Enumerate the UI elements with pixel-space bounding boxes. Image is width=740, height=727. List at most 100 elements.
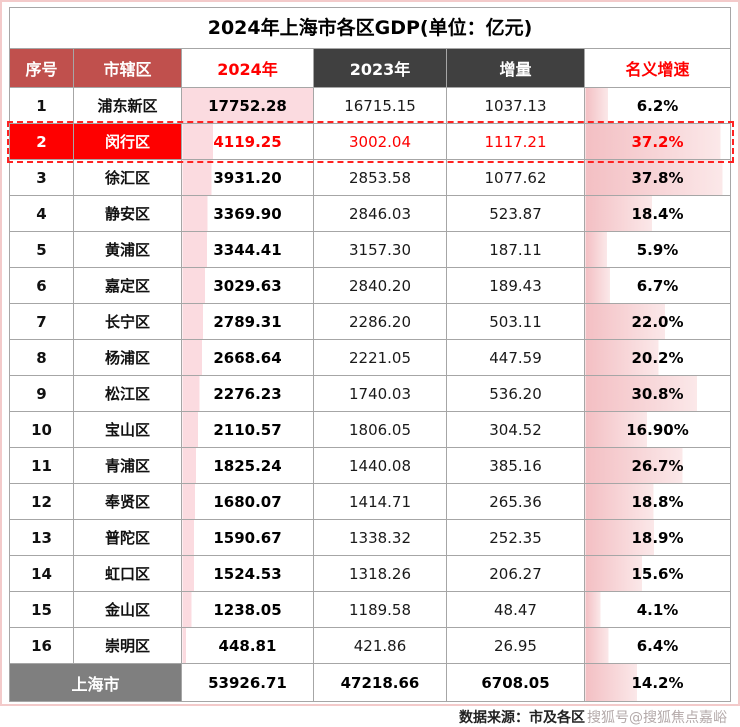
rank-cell: 1 (9, 87, 74, 124)
growth-cell: 20.2% (584, 339, 731, 376)
rank-cell: 8 (9, 339, 74, 376)
gdp-2023-cell: 1806.05 (313, 411, 447, 448)
gdp-2024-cell: 1680.07 (181, 483, 314, 520)
rank-cell: 7 (9, 303, 74, 340)
table-row: 5 黄浦区 3344.41 3157.30 187.11 5.9% (9, 231, 731, 268)
district-cell: 嘉定区 (73, 267, 182, 304)
district-cell: 崇明区 (73, 627, 182, 664)
delta-cell: 385.16 (446, 447, 585, 484)
page-title: 2024年上海市各区GDP(单位：亿元) (9, 7, 731, 49)
delta-cell: 447.59 (446, 339, 585, 376)
source-line: 数据来源：市及各区 搜狐号@搜狐焦点嘉峪 (9, 707, 731, 727)
growth-cell: 18.4% (584, 195, 731, 232)
delta-cell: 187.11 (446, 231, 585, 268)
gdp-2024-cell: 3369.90 (181, 195, 314, 232)
gdp-2023-cell: 1440.08 (313, 447, 447, 484)
rank-cell: 5 (9, 231, 74, 268)
rank-cell: 15 (9, 591, 74, 628)
district-cell: 静安区 (73, 195, 182, 232)
table-row: 13 普陀区 1590.67 1338.32 252.35 18.9% (9, 519, 731, 556)
gdp-2023-cell: 1189.58 (313, 591, 447, 628)
rank-cell: 4 (9, 195, 74, 232)
col-header-rank: 序号 (9, 48, 74, 88)
delta-cell: 48.47 (446, 591, 585, 628)
delta-cell: 1077.62 (446, 159, 585, 196)
gdp-2024-cell: 1590.67 (181, 519, 314, 556)
footer-growth: 14.2% (584, 663, 731, 702)
gdp-2023-cell: 2840.20 (313, 267, 447, 304)
gdp-2024-cell: 2110.57 (181, 411, 314, 448)
source-label: 数据来源：市及各区 (459, 710, 585, 726)
gdp-table: 序号 市辖区 2024年 2023年 增量 名义增速 1 浦东新区 17752.28… (6, 48, 734, 702)
district-cell: 松江区 (73, 375, 182, 412)
gdp-2024-cell: 2789.31 (181, 303, 314, 340)
gdp-2024-cell: 3029.63 (181, 267, 314, 304)
table-row: 14 虹口区 1524.53 1318.26 206.27 15.6% (9, 555, 731, 592)
district-cell: 金山区 (73, 591, 182, 628)
rank-cell: 11 (9, 447, 74, 484)
rank-cell: 16 (9, 627, 74, 664)
gdp-2023-cell: 2221.05 (313, 339, 447, 376)
gdp-2023-cell: 2286.20 (313, 303, 447, 340)
growth-cell: 30.8% (584, 375, 731, 412)
table-row: 4 静安区 3369.90 2846.03 523.87 18.4% (9, 195, 731, 232)
footer-delta-total: 6708.05 (446, 663, 585, 702)
table-row: 8 杨浦区 2668.64 2221.05 447.59 20.2% (9, 339, 731, 376)
delta-cell: 265.36 (446, 483, 585, 520)
gdp-2024-cell: 448.81 (181, 627, 314, 664)
growth-cell: 37.2% (584, 123, 731, 160)
gdp-2023-cell: 1318.26 (313, 555, 447, 592)
delta-cell: 503.11 (446, 303, 585, 340)
col-header-2024: 2024年 (181, 48, 314, 88)
gdp-2024-cell: 3344.41 (181, 231, 314, 268)
rank-cell: 14 (9, 555, 74, 592)
gdp-2023-cell: 3002.04 (313, 123, 447, 160)
delta-cell: 206.27 (446, 555, 585, 592)
gdp-2023-cell: 1338.32 (313, 519, 447, 556)
growth-cell: 22.0% (584, 303, 731, 340)
gdp-2024-cell: 1825.24 (181, 447, 314, 484)
gdp-2024-cell: 2668.64 (181, 339, 314, 376)
growth-cell: 6.7% (584, 267, 731, 304)
district-cell: 普陀区 (73, 519, 182, 556)
gdp-2024-cell: 3931.20 (181, 159, 314, 196)
delta-cell: 252.35 (446, 519, 585, 556)
table-row: 7 长宁区 2789.31 2286.20 503.11 22.0% (9, 303, 731, 340)
delta-cell: 523.87 (446, 195, 585, 232)
rank-cell: 3 (9, 159, 74, 196)
table-row: 12 奉贤区 1680.07 1414.71 265.36 18.8% (9, 483, 731, 520)
delta-cell: 536.20 (446, 375, 585, 412)
growth-cell: 6.4% (584, 627, 731, 664)
rank-cell: 13 (9, 519, 74, 556)
gdp-2024-cell: 4119.25 (181, 123, 314, 160)
gdp-2023-cell: 3157.30 (313, 231, 447, 268)
rank-cell: 9 (9, 375, 74, 412)
col-header-delta: 增量 (446, 48, 585, 88)
district-cell: 杨浦区 (73, 339, 182, 376)
footer-2024-total: 53926.71 (181, 663, 314, 702)
table-row: 9 松江区 2276.23 1740.03 536.20 30.8% (9, 375, 731, 412)
table-row: 16 崇明区 448.81 421.86 26.95 6.4% (9, 627, 731, 664)
growth-cell: 37.8% (584, 159, 731, 196)
growth-cell: 18.8% (584, 483, 731, 520)
district-cell: 闵行区 (73, 123, 182, 160)
rank-cell: 10 (9, 411, 74, 448)
table-row: 2 闵行区 4119.25 3002.04 1117.21 37.2% (6, 120, 734, 163)
gdp-2024-cell: 1238.05 (181, 591, 314, 628)
growth-cell: 6.2% (584, 87, 731, 124)
delta-cell: 1037.13 (446, 87, 585, 124)
delta-cell: 26.95 (446, 627, 585, 664)
table-row: 6 嘉定区 3029.63 2840.20 189.43 6.7% (9, 267, 731, 304)
district-cell: 黄浦区 (73, 231, 182, 268)
table-row: 15 金山区 1238.05 1189.58 48.47 4.1% (9, 591, 731, 628)
gdp-table-body: 1 浦东新区 17752.28 16715.15 1037.13 6.2% 2 闵行区 4119… (6, 87, 734, 664)
gdp-2023-cell: 16715.15 (313, 87, 447, 124)
delta-cell: 304.52 (446, 411, 585, 448)
watermark: 搜狐号@搜狐焦点嘉峪 (587, 710, 727, 726)
growth-cell: 4.1% (584, 591, 731, 628)
district-cell: 奉贤区 (73, 483, 182, 520)
table-row: 3 徐汇区 3931.20 2853.58 1077.62 37.8% (9, 159, 731, 196)
district-cell: 宝山区 (73, 411, 182, 448)
gdp-2024-cell: 17752.28 (181, 87, 314, 124)
footer-row: 上海市 53926.71 47218.66 6708.05 14.2% (9, 663, 731, 702)
